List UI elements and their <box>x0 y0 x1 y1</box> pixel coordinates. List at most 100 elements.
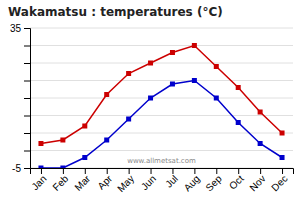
x-tick: Feb <box>50 168 70 193</box>
x-tick-mark <box>238 168 239 174</box>
y-tick-mark <box>24 63 30 64</box>
y-tick <box>24 116 30 117</box>
y-axis-line <box>24 29 31 169</box>
y-tick-mark <box>24 116 30 117</box>
annotation: www.allmetsat.com <box>127 157 196 165</box>
y-tick-mark <box>24 168 30 169</box>
x-tick-mark <box>129 168 130 174</box>
marker <box>82 155 87 160</box>
y-tick <box>24 81 30 82</box>
marker <box>258 141 263 146</box>
x-tick: Apr <box>95 168 114 192</box>
grid-line <box>30 45 293 46</box>
x-axis: JanFebMarAprMayJun JulAugSepOctNovDec <box>29 168 293 194</box>
x-tick-label: Jun <box>139 173 158 192</box>
grid-line <box>30 133 293 134</box>
y-axis: -5 35 <box>10 23 31 174</box>
marker <box>192 78 197 83</box>
marker <box>280 155 285 160</box>
y-tick <box>24 98 30 99</box>
marker <box>170 82 175 87</box>
y-tick <box>24 46 30 47</box>
marker <box>148 96 153 101</box>
x-tick-mark <box>282 168 283 174</box>
grid-line <box>30 80 293 81</box>
series-area <box>38 43 284 168</box>
x-tick: Jan <box>29 168 48 192</box>
x-tick: Aug <box>182 168 202 193</box>
marker <box>60 166 65 169</box>
x-tick-label: Jul <box>163 173 180 190</box>
marker <box>236 85 241 90</box>
y-tick-mark <box>24 81 30 82</box>
grid-line <box>30 28 293 29</box>
x-tick-label: Dec <box>269 173 289 193</box>
marker <box>82 124 87 129</box>
y-tick <box>24 133 30 134</box>
x-tick-mark <box>151 168 152 174</box>
marker <box>126 71 131 76</box>
x-tick-label: Feb <box>50 173 70 193</box>
grid-line <box>30 115 293 116</box>
x-tick-mark <box>172 168 173 174</box>
x-tick: May <box>115 168 136 194</box>
marker <box>236 120 241 125</box>
x-tick-mark <box>107 168 108 174</box>
x-tick-label: Nov <box>247 173 267 193</box>
x-tick-mark <box>216 168 217 174</box>
y-tick <box>24 151 30 152</box>
y-tick <box>24 63 30 64</box>
marker <box>148 61 153 66</box>
y-tick-mark <box>24 151 30 152</box>
x-tick-mark <box>41 168 42 174</box>
marker <box>126 117 131 122</box>
marker <box>170 50 175 55</box>
y-tick-mark <box>24 28 30 29</box>
x-tick-label: Sep <box>204 173 225 194</box>
x-tick: Mar <box>72 168 92 193</box>
x-tick: Sep <box>204 168 225 193</box>
x-tick: Jul <box>163 168 180 190</box>
marker <box>258 110 263 115</box>
x-tick: Nov <box>247 168 267 193</box>
grid-line <box>30 63 293 64</box>
marker <box>214 64 219 69</box>
x-tick-mark <box>260 168 261 174</box>
y-tick-mark <box>24 98 30 99</box>
marker <box>38 141 43 146</box>
x-axis-line <box>31 169 294 175</box>
plot: -5 35 JanFebMarAprMayJun JulAugSepOctNovDec… <box>10 23 294 194</box>
y-tick-label: -5 <box>12 163 21 174</box>
series-line <box>41 46 282 144</box>
marker <box>104 92 109 97</box>
x-tick-label: Mar <box>72 172 92 192</box>
series-line <box>41 81 282 169</box>
grid <box>30 28 293 168</box>
x-tick: Dec <box>269 168 289 193</box>
x-tick-label: May <box>115 173 136 194</box>
y-tick: 35 <box>10 23 30 34</box>
chart: Wakamatsu : temperatures (°C)-535JanFebM… <box>0 0 305 200</box>
y-tick-mark <box>24 133 30 134</box>
marker <box>280 131 285 136</box>
y-tick-label: 35 <box>10 23 22 34</box>
x-tick: Jun <box>139 168 158 192</box>
x-tick-label: Apr <box>95 172 114 191</box>
x-tick-label: Oct <box>227 173 246 192</box>
y-tick: -5 <box>12 163 30 174</box>
marker <box>192 43 197 48</box>
x-tick-label: Aug <box>182 173 202 193</box>
marker <box>104 138 109 143</box>
y-tick-mark <box>24 46 30 47</box>
x-tick-label: Jan <box>29 173 48 192</box>
x-tick: Oct <box>227 168 246 192</box>
title: Wakamatsu : temperatures (°C) <box>8 5 223 19</box>
x-tick-mark <box>85 168 86 174</box>
x-tick-mark <box>194 168 195 174</box>
grid-line <box>30 150 293 151</box>
marker <box>38 166 43 169</box>
marker <box>60 138 65 143</box>
x-tick-mark <box>63 168 64 174</box>
marker <box>214 96 219 101</box>
grid-line <box>30 98 293 99</box>
